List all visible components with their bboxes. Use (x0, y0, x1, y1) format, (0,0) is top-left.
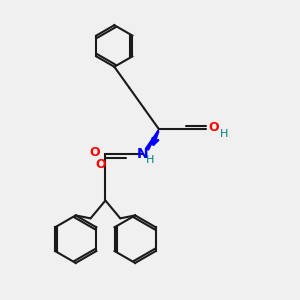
Text: H: H (146, 155, 154, 165)
Text: N: N (137, 148, 148, 161)
Text: H: H (220, 129, 228, 139)
Text: O: O (90, 146, 100, 159)
Text: O: O (208, 121, 219, 134)
Polygon shape (146, 129, 159, 150)
Text: O: O (96, 158, 106, 171)
